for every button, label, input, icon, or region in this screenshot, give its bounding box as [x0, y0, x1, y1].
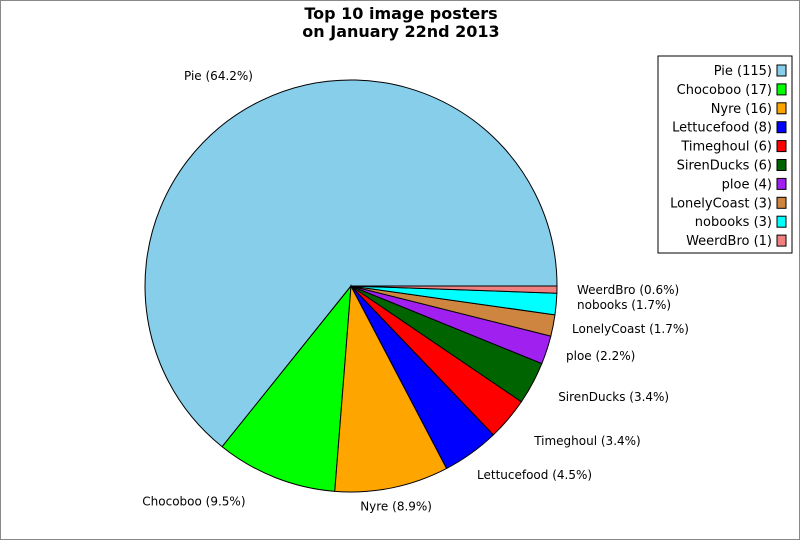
slice-label-weerdbro: WeerdBro (0.6%)	[577, 283, 679, 297]
pie-slice-pie	[144, 79, 558, 448]
legend-swatch-lonelycoast	[776, 196, 787, 209]
legend-swatch-lettucefood	[776, 121, 787, 134]
legend-swatch-weerdbro	[776, 234, 787, 247]
legend-label-chocoboo: Chocoboo (17)	[677, 83, 772, 98]
slice-label-pie: Pie (64.2%)	[184, 69, 253, 83]
slice-label-lonelycoast: LonelyCoast (1.7%)	[572, 322, 689, 336]
slice-label-sirenducks: SirenDucks (3.4%)	[558, 390, 669, 404]
legend-label-pie: Pie (115)	[714, 64, 772, 79]
legend-swatch-chocoboo	[776, 83, 787, 96]
pie-slices	[144, 79, 558, 493]
pie-slice-chocoboo	[221, 284, 352, 492]
legend-swatch-nobooks	[776, 215, 787, 228]
legend: Pie (115) Chocoboo (17) Nyre (16) Lettucefo…	[657, 55, 793, 254]
legend-swatch-ploe	[776, 177, 787, 190]
legend-label-nyre: Nyre (16)	[711, 102, 772, 117]
slice-label-lettucefood: Lettucefood (4.5%)	[477, 468, 592, 482]
legend-label-lonelycoast: LonelyCoast (3)	[670, 196, 772, 211]
legend-label-ploe: ploe (4)	[722, 177, 772, 192]
legend-swatch-nyre	[776, 102, 787, 115]
legend-label-nobooks: nobooks (3)	[695, 215, 772, 230]
slice-label-timeghoul: Timeghoul (3.4%)	[533, 434, 641, 448]
slice-label-chocoboo: Chocoboo (9.5%)	[142, 495, 245, 509]
legend-label-timeghoul: Timeghoul (6)	[680, 140, 772, 155]
pie-slice-weerdbro	[350, 285, 558, 294]
legend-label-lettucefood: Lettucefood (8)	[672, 121, 772, 136]
legend-box	[657, 55, 793, 254]
legend-label-sirenducks: SirenDucks (6)	[677, 159, 772, 174]
slice-label-nyre: Nyre (8.9%)	[360, 499, 432, 513]
slice-label-nobooks: nobooks (1.7%)	[577, 298, 671, 312]
chart-title-line-1: Top 10 image posters	[304, 4, 497, 23]
slice-label-ploe: ploe (2.2%)	[566, 349, 635, 363]
pie-slice-nyre	[334, 284, 448, 493]
legend-swatch-pie	[776, 64, 787, 77]
chart-title-line-2: on January 22nd 2013	[302, 22, 499, 41]
pie-labels: Pie (64.2%) Chocoboo (9.5%) Nyre (8.9%) Let…	[142, 69, 689, 513]
legend-swatch-timeghoul	[776, 140, 787, 153]
legend-swatch-sirenducks	[776, 159, 787, 171]
legend-label-weerdbro: WeerdBro (1)	[686, 234, 772, 249]
